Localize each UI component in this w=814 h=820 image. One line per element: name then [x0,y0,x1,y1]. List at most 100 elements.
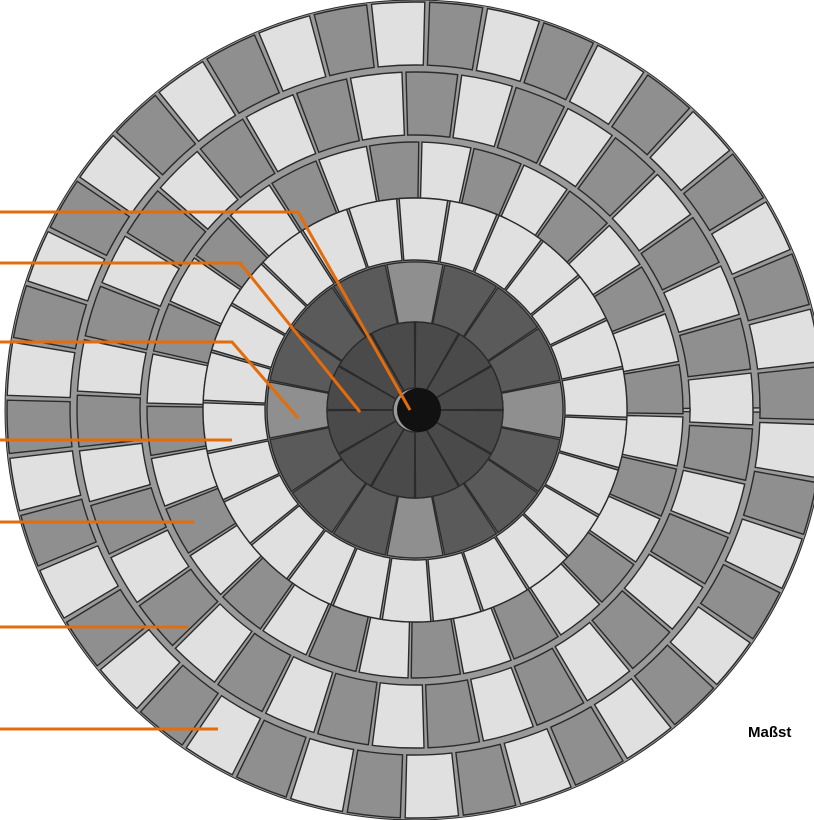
alternating-ring-tile [295,78,361,154]
alternating-ring-tile [469,666,535,742]
outer-alternating-ring-tile [313,4,375,77]
alternating-ring-tile [101,235,181,308]
alternating-ring-tile [591,589,671,670]
alternating-ring-tile [84,285,160,351]
outer-alternating-ring-tile [258,15,327,93]
light-ring-tile [522,484,599,557]
alternating-ring-tile [110,529,190,604]
alternating-ring-tile [264,655,334,734]
light-ring-tile [544,451,620,516]
outer-alternating-ring-tile [6,341,76,399]
alternating-ring-tile [678,317,752,378]
alternating-ring-tile [538,107,614,188]
outer-alternating-ring-tile [404,752,460,819]
leader-line-2 [0,261,362,413]
paving-tiles [4,0,814,820]
alternating-ring-tile [76,394,143,448]
inner-dark-ring-tile [370,321,416,392]
light-ring-tile [250,504,326,580]
outer-joint [752,407,761,413]
light-ring-tile [558,416,628,469]
alternating-ring-tile [577,136,656,218]
light-ring-tile [348,198,403,269]
light-ring-tile [427,551,482,622]
light-ring-tile [462,536,529,612]
outer-alternating-ring-tile [9,450,82,512]
light-ring-tile [261,230,336,307]
outer-alternating-ring-tile [158,60,237,143]
outer-alternating-ring-tile [185,694,262,776]
outer-alternating-ring-tile [475,7,541,83]
alternating-ring-tile [662,265,741,334]
inner-dark-ring-tile [338,333,405,400]
outer-alternating-ring-tile [732,253,810,322]
inner-dark-ring-tile [326,365,397,411]
outer-alternating-ring-tile [669,605,752,686]
alternating-ring-tile [611,173,692,252]
outer-alternating-ring-tile [682,153,765,232]
alternating-ring-tile [316,672,378,746]
outer-alternating-ring-tile [99,628,181,710]
outer-alternating-ring-tile [549,705,625,787]
mixed-ring-tile [146,405,207,457]
mixed-ring-tile [623,363,684,415]
outer-alternating-ring-tile [748,308,814,370]
outer-alternating-ring-tile [289,737,355,813]
outer-alternating-ring-tile [455,743,517,816]
leader-line-1 [0,210,412,411]
outer-alternating-ring-tile [78,134,161,215]
alternating-ring-tile [405,71,459,138]
outer-alternating-ring-tile [370,1,426,68]
scale-label: Maßst [748,724,792,741]
alternating-ring-tile [371,682,425,749]
outer-alternating-ring-tile [6,399,73,455]
alternating-ring-tile [424,679,481,749]
light-ring-tile [210,304,286,369]
leader-line-3 [0,340,300,419]
outer-alternating-ring-tile [503,727,572,805]
light-ring-tile [530,275,607,346]
alternating-ring-tile [349,71,406,141]
alternating-ring-tile [683,424,754,482]
light-ring-tile [223,474,300,545]
light-ring-tile [561,367,628,418]
alternating-ring-tile [174,602,253,684]
inner-dark-ring-tile [326,409,397,455]
outer-alternating-ring-tile [426,1,484,71]
outer-alternating-ring-tile [710,200,792,276]
joint [682,407,691,413]
alternating-ring-tile [649,512,729,585]
outer-alternating-ring-tile [633,644,715,726]
light-ring-tile [398,197,449,263]
light-ring-tile [494,513,569,590]
inner-dark-ring-tile [338,420,405,487]
alternating-ring-tile [623,553,704,631]
light-ring-tile [301,208,368,284]
alternating-ring-tile [640,216,720,291]
alternating-ring-tile [452,74,514,148]
alternating-ring-tile [496,86,566,165]
alternating-ring-tile [513,647,585,727]
light-ring-tile [332,547,391,620]
light-ring-tile [206,440,281,501]
outer-alternating-ring-tile [593,677,672,760]
light-ring-tile [549,319,624,380]
alternating-ring-tile [199,118,276,199]
center-stone [397,388,441,432]
outer-alternating-ring-tile [754,421,814,478]
outer-alternating-ring-tile [139,664,220,747]
outer-alternating-ring-tile [38,544,120,620]
mixed-ring-tile [410,618,462,679]
outer-alternating-ring-tile [235,719,307,798]
leader-lines [0,210,412,731]
outer-alternating-ring-tile [568,44,645,126]
alternating-ring-tile [216,632,292,713]
alternating-ring-tile [687,372,754,426]
alternating-ring-tile [159,150,239,231]
alternating-ring-tile [554,621,631,702]
light-ring-tile [381,557,432,623]
outer-alternating-ring-tile [757,366,814,421]
outer-alternating-ring-tile [742,470,814,536]
light-ring-tile [473,214,543,291]
